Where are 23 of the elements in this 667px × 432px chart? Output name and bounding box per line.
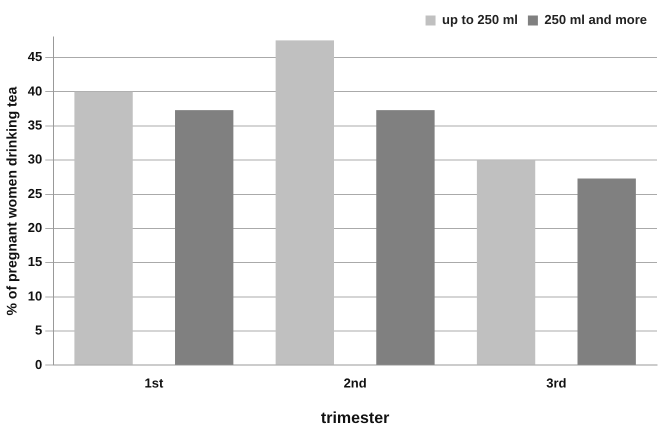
bar bbox=[578, 178, 636, 365]
bar bbox=[376, 110, 435, 365]
legend-label: 250 ml and more bbox=[544, 12, 648, 28]
y-tick-label: 40 bbox=[28, 83, 42, 98]
bar bbox=[175, 110, 234, 365]
y-tick-label: 0 bbox=[35, 356, 42, 372]
y-axis-title: % of pregnant women drinking tea bbox=[3, 86, 20, 316]
y-tick-label: 15 bbox=[28, 254, 42, 270]
y-tick-label: 25 bbox=[28, 186, 42, 201]
y-tick-label: 30 bbox=[28, 152, 42, 167]
bar bbox=[476, 160, 536, 365]
x-axis-title: trimester bbox=[320, 410, 390, 427]
x-tick-label: 1st bbox=[144, 376, 164, 391]
y-tick-label: 10 bbox=[28, 288, 42, 304]
legend-label: up to 250 ml bbox=[442, 12, 518, 28]
y-tick-label: 35 bbox=[28, 117, 42, 132]
x-tick-label: 3rd bbox=[546, 376, 567, 391]
y-tick-label: 5 bbox=[35, 322, 42, 338]
y-tick-label: 20 bbox=[28, 220, 42, 236]
bar bbox=[276, 40, 334, 365]
bar bbox=[74, 92, 133, 365]
y-tick-label: 45 bbox=[28, 49, 42, 64]
x-tick-label: 2nd bbox=[344, 376, 367, 391]
